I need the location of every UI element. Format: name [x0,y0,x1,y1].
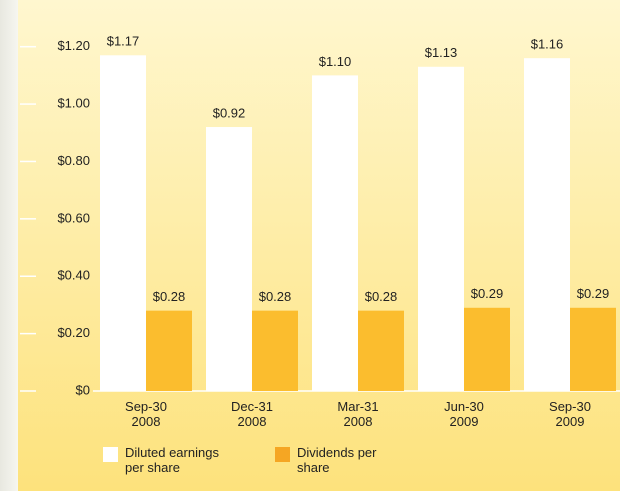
y-tick-label: $0 [76,382,90,397]
x-tick-label: Jun-30 2009 [444,399,484,429]
value-label: $0.28 [259,289,292,304]
bar [100,55,146,392]
value-label: $1.13 [425,45,458,60]
bar [570,307,616,391]
legend-swatch [103,447,118,462]
value-label: $1.10 [319,54,352,69]
y-tick-label: $0.20 [57,325,90,340]
bar [418,66,464,392]
side-strip [0,0,18,491]
x-tick-label: Sep-30 2008 [125,399,167,429]
bar [252,310,298,391]
y-tick-label: $1.20 [57,38,90,53]
x-tick-label: Sep-30 2009 [549,399,591,429]
value-label: $1.17 [107,34,140,49]
bar [146,310,192,391]
x-tick-label: Dec-31 2008 [231,399,273,429]
bar [312,75,358,391]
bar [358,310,404,391]
value-label: $0.29 [577,286,610,301]
y-tick-label: $0.60 [57,210,90,225]
value-label: $0.28 [365,289,398,304]
value-label: $1.16 [531,37,564,52]
legend-swatch [275,447,290,462]
value-label: $0.29 [471,286,504,301]
y-tick-label: $1.00 [57,96,90,111]
value-label: $0.28 [153,289,186,304]
bar [524,58,570,392]
bar [464,307,510,391]
x-tick-label: Mar-31 2008 [337,399,378,429]
y-tick-label: $0.80 [57,153,90,168]
y-tick-label: $0.40 [57,268,90,283]
bar [206,127,252,392]
value-label: $0.92 [213,105,246,120]
legend-label: Dividends per share [297,445,377,475]
legend-label: Diluted earnings per share [125,445,219,475]
